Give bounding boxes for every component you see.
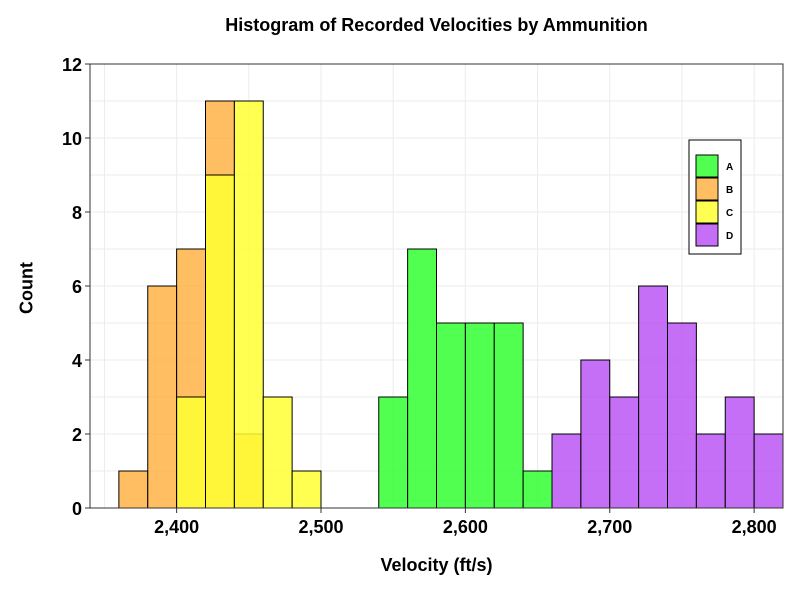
- bar-C: [291, 470, 322, 509]
- y-tick-label: 4: [72, 351, 82, 371]
- bar-C: [205, 174, 235, 509]
- bar-C: [233, 100, 264, 509]
- bar-D: [753, 433, 784, 509]
- bar-D: [724, 396, 755, 509]
- legend-key-A: [695, 154, 719, 178]
- legend-label-B: B: [726, 185, 733, 196]
- y-tick-label: 0: [72, 499, 82, 519]
- bar-A: [493, 322, 524, 509]
- y-tick-label: 10: [62, 129, 82, 149]
- y-tick-label: 2: [72, 425, 82, 445]
- y-tick-label: 12: [62, 55, 82, 75]
- x-tick-label: 2,400: [154, 517, 199, 537]
- bar-D: [580, 359, 611, 509]
- bar-A: [522, 470, 553, 509]
- legend-label-D: D: [726, 231, 733, 242]
- bar-D: [609, 396, 640, 509]
- y-tick-label: 6: [72, 277, 82, 297]
- bar-C: [262, 396, 293, 509]
- legend-label-C: C: [726, 208, 733, 219]
- bar-C: [176, 396, 206, 509]
- bar-B: [118, 470, 149, 509]
- x-axis-label: Velocity (ft/s): [380, 555, 493, 575]
- bar-D: [667, 322, 697, 509]
- bar-D: [551, 433, 582, 509]
- x-tick-label: 2,800: [732, 517, 777, 537]
- y-tick-label: 8: [72, 203, 82, 223]
- x-tick-label: 2,700: [587, 517, 632, 537]
- chart-title: Histogram of Recorded Velocities by Ammu…: [225, 15, 648, 35]
- legend-label-A: A: [726, 162, 733, 173]
- legend-key-C: [695, 200, 719, 224]
- x-tick-label: 2,600: [443, 517, 488, 537]
- x-tick-label: 2,500: [298, 517, 343, 537]
- bar-A: [436, 322, 466, 509]
- bar-D: [695, 433, 726, 509]
- bar-A: [407, 248, 437, 509]
- bar-B: [147, 285, 178, 509]
- bar-D: [638, 285, 668, 509]
- legend-key-D: [695, 223, 719, 247]
- y-axis-label: Count: [16, 262, 37, 314]
- legend-key-B: [695, 177, 719, 201]
- bar-A: [378, 396, 409, 509]
- bar-A: [464, 322, 495, 509]
